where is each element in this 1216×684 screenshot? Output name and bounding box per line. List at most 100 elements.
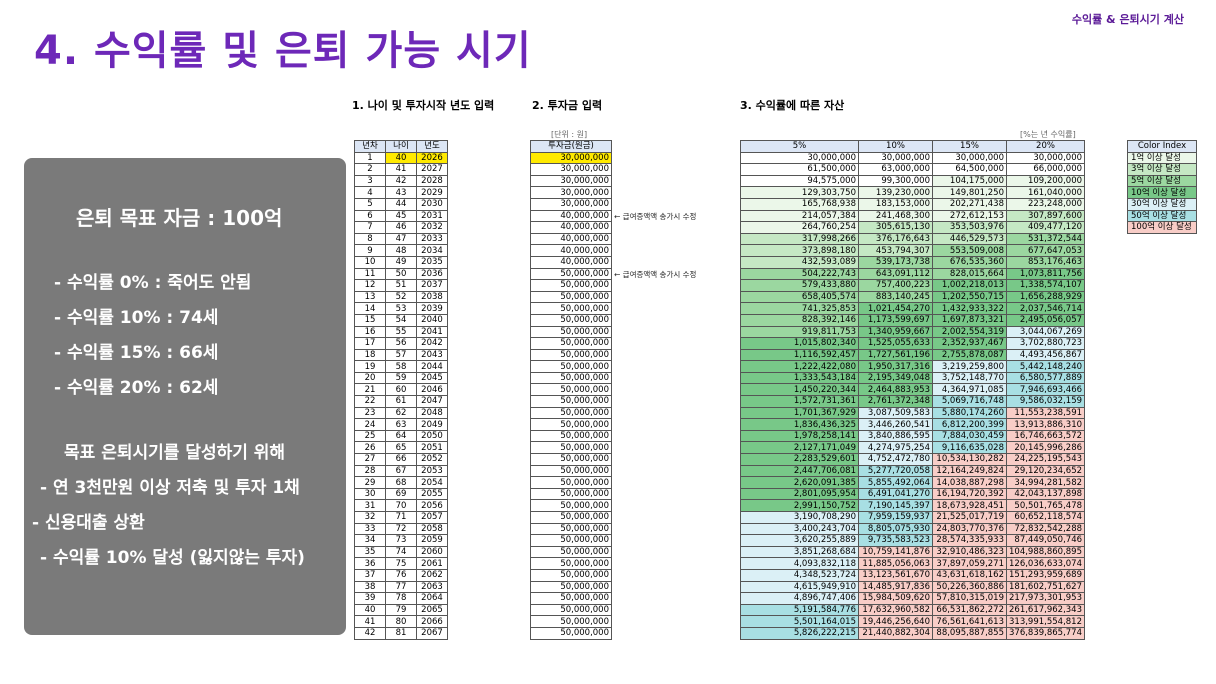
year-cell[interactable]: 2028 bbox=[416, 174, 448, 188]
age-cell[interactable]: 58 bbox=[385, 360, 417, 373]
year-cell[interactable]: 2035 bbox=[416, 255, 448, 269]
invest-cell[interactable]: 50,000,000 bbox=[530, 453, 612, 466]
age-cell[interactable]: 56 bbox=[385, 337, 417, 350]
year-count-cell[interactable]: 36 bbox=[354, 557, 386, 570]
invest-cell[interactable]: 50,000,000 bbox=[530, 418, 612, 431]
year-count-cell[interactable]: 4 bbox=[354, 186, 386, 199]
invest-cell[interactable]: 50,000,000 bbox=[530, 464, 612, 478]
invest-cell[interactable]: 50,000,000 bbox=[530, 290, 612, 304]
invest-cell[interactable]: 50,000,000 bbox=[530, 534, 612, 547]
invest-cell[interactable]: 50,000,000 bbox=[530, 395, 612, 408]
invest-cell[interactable]: 40,000,000 bbox=[530, 209, 612, 223]
year-count-cell[interactable]: 24 bbox=[354, 418, 386, 431]
age-cell[interactable]: 45 bbox=[385, 209, 417, 223]
year-cell[interactable]: 2056 bbox=[416, 499, 448, 512]
year-cell[interactable]: 2033 bbox=[416, 232, 448, 246]
year-count-cell[interactable]: 20 bbox=[354, 371, 386, 385]
invest-cell[interactable]: 40,000,000 bbox=[530, 232, 612, 246]
year-count-cell[interactable]: 2 bbox=[354, 163, 386, 176]
invest-cell[interactable]: 50,000,000 bbox=[530, 313, 612, 327]
year-count-cell[interactable]: 32 bbox=[354, 511, 386, 524]
year-cell[interactable]: 2062 bbox=[416, 568, 448, 582]
year-cell[interactable]: 2053 bbox=[416, 464, 448, 478]
age-cell[interactable]: 69 bbox=[385, 487, 417, 501]
year-count-cell[interactable]: 42 bbox=[354, 626, 386, 640]
invest-cell[interactable]: 50,000,000 bbox=[530, 592, 612, 605]
year-count-cell[interactable]: 15 bbox=[354, 313, 386, 327]
year-count-cell[interactable]: 5 bbox=[354, 197, 386, 211]
year-cell[interactable]: 2036 bbox=[416, 267, 448, 281]
year-cell[interactable]: 2063 bbox=[416, 580, 448, 594]
invest-cell[interactable]: 50,000,000 bbox=[530, 511, 612, 524]
invest-cell[interactable]: 40,000,000 bbox=[530, 221, 612, 234]
year-count-cell[interactable]: 34 bbox=[354, 534, 386, 547]
year-count-cell[interactable]: 25 bbox=[354, 429, 386, 443]
age-cell[interactable]: 79 bbox=[385, 603, 417, 617]
year-count-cell[interactable]: 14 bbox=[354, 302, 386, 315]
invest-cell[interactable]: 50,000,000 bbox=[530, 267, 612, 281]
age-cell[interactable]: 53 bbox=[385, 302, 417, 315]
invest-cell[interactable]: 50,000,000 bbox=[530, 545, 612, 559]
invest-cell[interactable]: 50,000,000 bbox=[530, 279, 612, 292]
age-cell[interactable]: 78 bbox=[385, 592, 417, 605]
age-cell[interactable]: 64 bbox=[385, 429, 417, 443]
year-count-cell[interactable]: 11 bbox=[354, 267, 386, 281]
age-cell[interactable]: 67 bbox=[385, 464, 417, 478]
year-cell[interactable]: 2045 bbox=[416, 371, 448, 385]
year-cell[interactable]: 2027 bbox=[416, 163, 448, 176]
age-cell[interactable]: 62 bbox=[385, 406, 417, 420]
year-cell[interactable]: 2052 bbox=[416, 453, 448, 466]
age-cell[interactable]: 66 bbox=[385, 453, 417, 466]
invest-cell[interactable]: 50,000,000 bbox=[530, 626, 612, 640]
year-count-cell[interactable]: 39 bbox=[354, 592, 386, 605]
invest-cell[interactable]: 50,000,000 bbox=[530, 476, 612, 489]
age-cell[interactable]: 42 bbox=[385, 174, 417, 188]
age-cell[interactable]: 51 bbox=[385, 279, 417, 292]
year-count-cell[interactable]: 37 bbox=[354, 568, 386, 582]
year-count-cell[interactable]: 28 bbox=[354, 464, 386, 478]
year-count-cell[interactable]: 35 bbox=[354, 545, 386, 559]
age-cell[interactable]: 75 bbox=[385, 557, 417, 570]
year-cell[interactable]: 2038 bbox=[416, 290, 448, 304]
year-cell[interactable]: 2039 bbox=[416, 302, 448, 315]
invest-cell[interactable]: 40,000,000 bbox=[530, 255, 612, 269]
year-cell[interactable]: 2061 bbox=[416, 557, 448, 570]
age-cell[interactable]: 68 bbox=[385, 476, 417, 489]
year-count-cell[interactable]: 18 bbox=[354, 348, 386, 362]
age-cell[interactable]: 59 bbox=[385, 371, 417, 385]
invest-cell[interactable]: 50,000,000 bbox=[530, 348, 612, 362]
year-cell[interactable]: 2064 bbox=[416, 592, 448, 605]
age-cell[interactable]: 57 bbox=[385, 348, 417, 362]
year-count-cell[interactable]: 1 bbox=[354, 151, 386, 165]
age-cell[interactable]: 55 bbox=[385, 325, 417, 339]
year-count-cell[interactable]: 17 bbox=[354, 337, 386, 350]
age-cell[interactable]: 70 bbox=[385, 499, 417, 512]
year-cell[interactable]: 2044 bbox=[416, 360, 448, 373]
year-cell[interactable]: 2054 bbox=[416, 476, 448, 489]
year-count-cell[interactable]: 26 bbox=[354, 441, 386, 455]
year-count-cell[interactable]: 6 bbox=[354, 209, 386, 223]
invest-cell[interactable]: 50,000,000 bbox=[530, 615, 612, 628]
age-cell[interactable]: 50 bbox=[385, 267, 417, 281]
invest-cell[interactable]: 50,000,000 bbox=[530, 580, 612, 594]
year-count-cell[interactable]: 41 bbox=[354, 615, 386, 628]
year-count-cell[interactable]: 3 bbox=[354, 174, 386, 188]
age-cell[interactable]: 72 bbox=[385, 522, 417, 536]
year-cell[interactable]: 2032 bbox=[416, 221, 448, 234]
age-cell[interactable]: 77 bbox=[385, 580, 417, 594]
year-cell[interactable]: 2060 bbox=[416, 545, 448, 559]
invest-cell[interactable]: 50,000,000 bbox=[530, 603, 612, 617]
year-count-cell[interactable]: 12 bbox=[354, 279, 386, 292]
year-cell[interactable]: 2029 bbox=[416, 186, 448, 199]
year-count-cell[interactable]: 38 bbox=[354, 580, 386, 594]
invest-cell[interactable]: 50,000,000 bbox=[530, 406, 612, 420]
year-cell[interactable]: 2049 bbox=[416, 418, 448, 431]
age-cell[interactable]: 65 bbox=[385, 441, 417, 455]
year-cell[interactable]: 2030 bbox=[416, 197, 448, 211]
age-cell[interactable]: 80 bbox=[385, 615, 417, 628]
invest-cell[interactable]: 40,000,000 bbox=[530, 244, 612, 257]
age-cell[interactable]: 81 bbox=[385, 626, 417, 640]
invest-cell[interactable]: 50,000,000 bbox=[530, 360, 612, 373]
age-cell[interactable]: 49 bbox=[385, 255, 417, 269]
age-cell[interactable]: 76 bbox=[385, 568, 417, 582]
